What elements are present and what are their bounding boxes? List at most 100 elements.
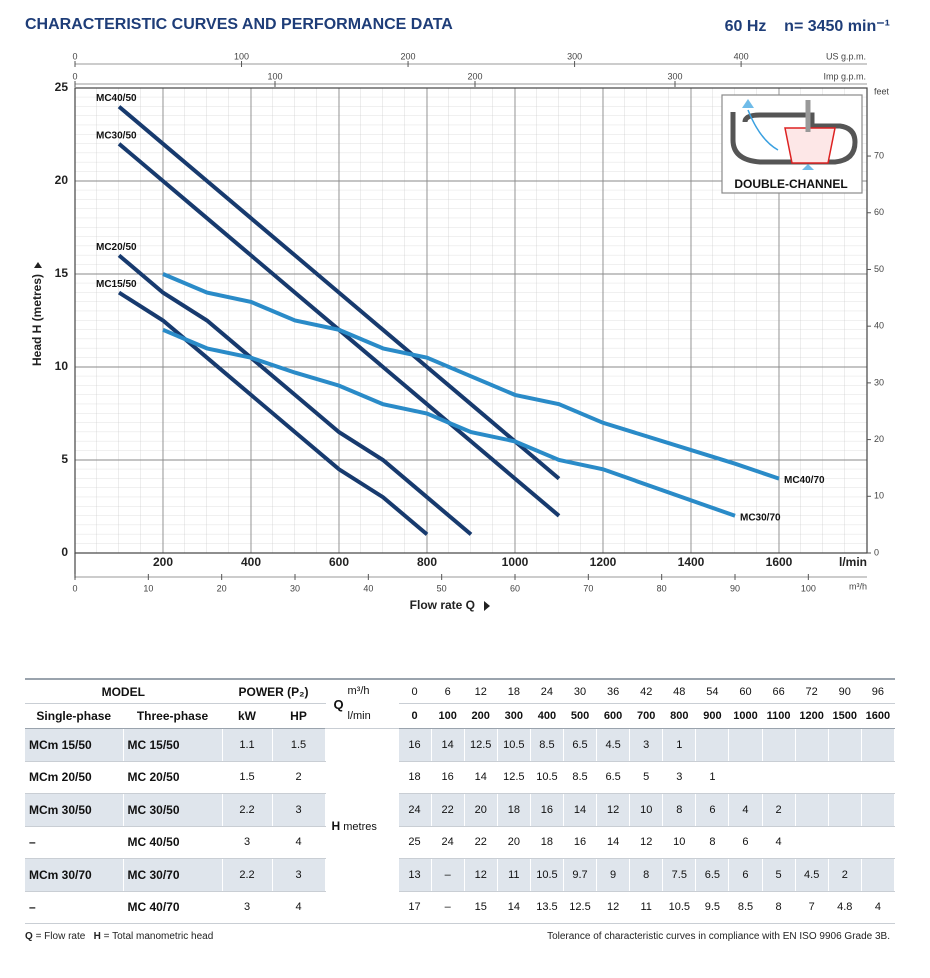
curve (117, 105, 561, 481)
head-value: 18 (398, 761, 432, 794)
x-tick-label: 600 (329, 555, 349, 569)
head-value: 12 (629, 826, 664, 859)
head-value: 4 (762, 826, 796, 859)
m3h-value: 60 (728, 678, 763, 704)
three-phase-model: MC 30/50 (123, 793, 223, 827)
inset: DOUBLE-CHANNEL (721, 94, 863, 194)
table-row: MCm 30/70 MC 30/70 2.2 3 13–12 11 10.5 9.7 9 8 7.5… (25, 858, 896, 892)
head-value: 12 (464, 858, 498, 892)
secondary-tick-label: 100 (267, 71, 282, 81)
head-value: 8.5 (530, 728, 564, 762)
series-label: MC40/50 (96, 93, 137, 104)
head-value: 12 (596, 891, 631, 924)
series-label: MC30/70 (740, 512, 781, 523)
power-kw: 3 (222, 891, 273, 924)
pump-housing (730, 112, 858, 165)
h-text: = Total manometric head (103, 931, 214, 942)
single-phase-model: – (25, 826, 124, 859)
head-value: 16 (530, 793, 564, 827)
m3h-value: 48 (662, 678, 697, 704)
head-value (861, 793, 896, 827)
head-value: 13.5 (530, 891, 564, 924)
secondary-tick-label: 20 (217, 583, 227, 593)
head-value (861, 826, 896, 859)
y-tick-label: 20 (55, 173, 69, 187)
head-value: 22 (464, 826, 498, 859)
head-value: 2 (762, 793, 796, 827)
secondary-tick-label: 400 (734, 51, 749, 61)
series-label: MC15/50 (96, 279, 137, 290)
head-value: – (431, 858, 465, 892)
secondary-tick-label: 40 (874, 321, 884, 331)
head-value: 6.5 (695, 858, 730, 892)
lmin-value: 700 (629, 703, 664, 729)
arrow-icon (484, 601, 490, 611)
power-kw: 1.5 (222, 761, 273, 794)
head-value (795, 761, 829, 794)
secondary-tick-label: 90 (730, 583, 740, 593)
secondary-tick-label: 200 (401, 51, 416, 61)
secondary-tick-label: 80 (657, 583, 667, 593)
head-value: 4 (861, 891, 896, 924)
head-value: 1 (662, 728, 697, 762)
power-hp: 4 (272, 826, 326, 859)
head-value: 14 (431, 728, 465, 762)
single-phase-model: MCm 15/50 (25, 728, 124, 762)
m3h-value: 12 (464, 678, 498, 704)
lmin-value: 1000 (728, 703, 763, 729)
curve (117, 290, 429, 536)
flow-arrow (802, 164, 814, 170)
head-value: 2 (828, 858, 862, 892)
page-title: CHARACTERISTIC CURVES AND PERFORMANCE DA… (25, 16, 453, 33)
m3h-value: 6 (431, 678, 465, 704)
power-hp: 1.5 (272, 728, 326, 762)
lmin-value: 900 (695, 703, 730, 729)
lmin-value: 400 (530, 703, 564, 729)
head-value: 10 (629, 793, 664, 827)
h-symbol: H (93, 931, 101, 942)
x-tick-label: 400 (241, 555, 261, 569)
head-value: 16 (398, 728, 432, 762)
head-value: 9.5 (695, 891, 730, 924)
y-tick-label: 0 (61, 545, 68, 559)
lmin-label: l/min (347, 710, 371, 722)
x-tick-label: 1000 (502, 555, 529, 569)
head-value: 10.5 (497, 728, 531, 762)
secondary-tick-label: 0 (72, 51, 77, 61)
head-value: 1 (695, 761, 730, 794)
x-unit: l/min (839, 555, 867, 569)
power-hp: 2 (272, 761, 326, 794)
head-value: 14 (563, 793, 598, 827)
head-value: 12.5 (563, 891, 598, 924)
secondary-tick-label: 40 (363, 583, 373, 593)
y-tick-label: 5 (61, 452, 68, 466)
lmin-value: 500 (563, 703, 598, 729)
power-kw: 3 (222, 826, 273, 859)
three-phase-header: Three-phase (123, 703, 223, 729)
head-value: 18 (530, 826, 564, 859)
secondary-tick-label: 50 (874, 264, 884, 274)
head-value: 7.5 (662, 858, 697, 892)
flow-arrow (742, 99, 754, 108)
head-value: 4.8 (828, 891, 862, 924)
head-value (861, 761, 896, 794)
head-value: 13 (398, 858, 432, 892)
header-row: Single-phase Three-phase kW HP 0 100 200 300 400… (25, 703, 896, 729)
table-row: – MC 40/70 3 4 17–15 14 13.5 12.5 12 11 10.5 9.5 8.5… (25, 891, 896, 924)
head-value: 16 (563, 826, 598, 859)
model-header: MODEL (25, 678, 223, 704)
head-value (828, 793, 862, 827)
power-kw: 1.1 (222, 728, 273, 762)
x-tick-label: 1400 (678, 555, 705, 569)
secondary-tick-label: 300 (567, 51, 582, 61)
secondary-tick-label: 30 (290, 583, 300, 593)
kw-header: kW (222, 703, 273, 729)
impeller (784, 127, 836, 164)
secondary-tick-label: 100 (801, 583, 816, 593)
secondary-axis-label: US g.p.m. (826, 51, 866, 61)
head-value: 5 (762, 858, 796, 892)
head-value: 12.5 (497, 761, 531, 794)
